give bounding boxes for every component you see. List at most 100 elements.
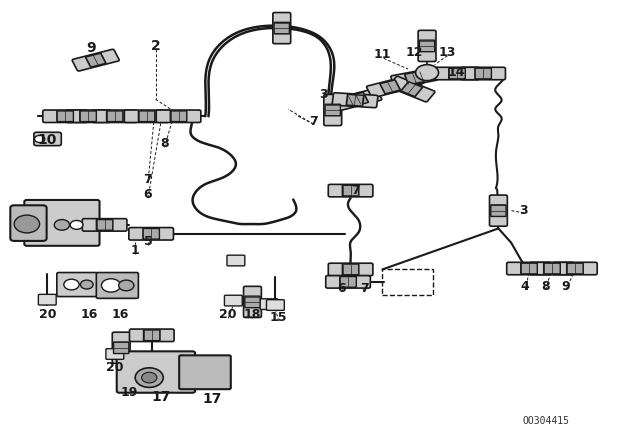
Circle shape [101, 279, 120, 292]
Text: 12: 12 [406, 46, 423, 59]
Text: 7: 7 [360, 282, 369, 295]
FancyBboxPatch shape [93, 110, 137, 122]
Circle shape [54, 220, 70, 230]
FancyBboxPatch shape [106, 349, 124, 359]
FancyBboxPatch shape [380, 80, 401, 94]
Text: 7: 7 [143, 173, 152, 186]
Text: 20: 20 [38, 308, 56, 321]
FancyBboxPatch shape [367, 76, 413, 98]
FancyBboxPatch shape [143, 228, 159, 239]
Text: 20: 20 [106, 361, 124, 374]
FancyBboxPatch shape [57, 111, 74, 121]
FancyBboxPatch shape [325, 104, 340, 116]
FancyBboxPatch shape [116, 351, 195, 393]
Text: 15: 15 [270, 311, 287, 324]
Circle shape [14, 215, 40, 233]
FancyBboxPatch shape [328, 263, 373, 276]
Text: 6: 6 [337, 282, 346, 295]
FancyBboxPatch shape [391, 68, 438, 88]
FancyBboxPatch shape [156, 110, 201, 122]
FancyBboxPatch shape [521, 263, 538, 274]
FancyBboxPatch shape [106, 111, 123, 121]
FancyBboxPatch shape [401, 82, 422, 96]
FancyBboxPatch shape [129, 329, 174, 341]
FancyBboxPatch shape [404, 71, 424, 85]
FancyBboxPatch shape [435, 67, 479, 80]
Text: 7: 7 [351, 184, 360, 197]
FancyBboxPatch shape [274, 22, 289, 34]
FancyBboxPatch shape [244, 286, 261, 318]
FancyBboxPatch shape [346, 95, 364, 106]
FancyBboxPatch shape [342, 185, 359, 196]
FancyBboxPatch shape [388, 76, 435, 102]
FancyBboxPatch shape [335, 89, 382, 110]
FancyBboxPatch shape [112, 332, 130, 363]
FancyBboxPatch shape [113, 342, 129, 353]
FancyBboxPatch shape [10, 205, 47, 241]
FancyBboxPatch shape [24, 200, 100, 246]
Text: 5: 5 [143, 235, 152, 248]
FancyBboxPatch shape [566, 263, 583, 274]
FancyBboxPatch shape [97, 272, 138, 298]
FancyBboxPatch shape [80, 111, 97, 121]
FancyBboxPatch shape [66, 110, 110, 122]
Text: 8: 8 [541, 280, 550, 293]
FancyBboxPatch shape [461, 67, 506, 80]
FancyBboxPatch shape [143, 330, 160, 340]
FancyBboxPatch shape [170, 111, 187, 121]
FancyBboxPatch shape [332, 93, 378, 108]
FancyBboxPatch shape [342, 264, 359, 275]
Text: 1: 1 [131, 244, 140, 257]
Text: 13: 13 [439, 46, 456, 59]
Text: 16: 16 [111, 308, 129, 321]
Text: 8: 8 [160, 138, 169, 151]
FancyBboxPatch shape [43, 110, 88, 122]
Text: 10: 10 [38, 134, 57, 147]
FancyBboxPatch shape [86, 53, 106, 67]
FancyBboxPatch shape [129, 228, 173, 240]
Text: 2: 2 [151, 39, 161, 53]
Text: 20: 20 [220, 308, 237, 321]
Text: 19: 19 [120, 386, 138, 399]
Text: 4: 4 [521, 280, 529, 293]
Circle shape [64, 279, 79, 290]
Circle shape [81, 280, 93, 289]
Text: OO304415: OO304415 [523, 416, 570, 426]
Text: 17: 17 [202, 392, 221, 405]
Text: 9: 9 [86, 41, 95, 55]
FancyBboxPatch shape [245, 296, 260, 308]
Text: 17: 17 [151, 390, 170, 404]
FancyBboxPatch shape [34, 132, 61, 146]
FancyBboxPatch shape [475, 68, 492, 79]
FancyBboxPatch shape [38, 294, 56, 305]
FancyBboxPatch shape [260, 299, 278, 310]
Circle shape [135, 368, 163, 388]
Text: 11: 11 [374, 48, 391, 61]
Bar [383, 268, 433, 295]
FancyBboxPatch shape [326, 276, 371, 288]
FancyBboxPatch shape [530, 262, 574, 275]
FancyBboxPatch shape [340, 276, 356, 287]
FancyBboxPatch shape [97, 220, 113, 230]
FancyBboxPatch shape [273, 13, 291, 44]
Text: 16: 16 [81, 308, 98, 321]
Circle shape [141, 372, 157, 383]
FancyBboxPatch shape [179, 355, 231, 389]
FancyBboxPatch shape [418, 30, 436, 61]
Text: 9: 9 [562, 280, 570, 293]
FancyBboxPatch shape [328, 185, 373, 197]
FancyBboxPatch shape [225, 295, 243, 306]
Text: 7: 7 [309, 115, 318, 128]
Text: 6: 6 [143, 188, 152, 201]
Circle shape [35, 135, 45, 142]
FancyBboxPatch shape [552, 262, 597, 275]
FancyBboxPatch shape [543, 263, 560, 274]
Text: 3: 3 [319, 88, 328, 101]
FancyBboxPatch shape [507, 262, 551, 275]
FancyBboxPatch shape [490, 195, 508, 226]
FancyBboxPatch shape [419, 40, 435, 52]
FancyBboxPatch shape [57, 272, 98, 297]
FancyBboxPatch shape [324, 95, 342, 125]
Circle shape [415, 65, 438, 81]
Text: 18: 18 [244, 308, 261, 321]
